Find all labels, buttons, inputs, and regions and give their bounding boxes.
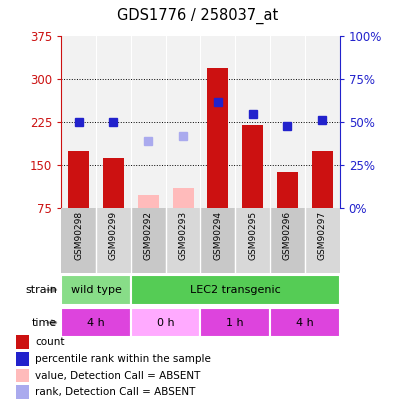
Bar: [96, 208, 131, 273]
Text: value, Detection Call = ABSENT: value, Detection Call = ABSENT: [35, 371, 200, 381]
Text: GSM90293: GSM90293: [179, 211, 188, 260]
Bar: [305, 208, 340, 273]
Bar: [16, 335, 29, 349]
Bar: [200, 308, 270, 337]
Bar: [242, 125, 263, 208]
Bar: [61, 275, 131, 305]
Bar: [131, 308, 200, 337]
Bar: [16, 352, 29, 366]
Bar: [173, 188, 194, 208]
Bar: [131, 208, 166, 273]
Bar: [138, 195, 159, 208]
Text: GSM90299: GSM90299: [109, 211, 118, 260]
Text: GDS1776 / 258037_at: GDS1776 / 258037_at: [117, 8, 278, 24]
Text: GSM90294: GSM90294: [213, 211, 222, 260]
Bar: [235, 208, 270, 273]
Text: count: count: [35, 337, 64, 347]
Text: GSM90296: GSM90296: [283, 211, 292, 260]
Bar: [16, 369, 29, 382]
Text: GSM90295: GSM90295: [248, 211, 257, 260]
Bar: [131, 275, 340, 305]
Text: 0 h: 0 h: [157, 318, 175, 328]
Text: time: time: [32, 318, 57, 328]
Bar: [270, 308, 340, 337]
Text: percentile rank within the sample: percentile rank within the sample: [35, 354, 211, 364]
Bar: [277, 172, 298, 208]
Bar: [103, 158, 124, 208]
Bar: [61, 308, 131, 337]
Text: GSM90292: GSM90292: [144, 211, 153, 260]
Text: 4 h: 4 h: [296, 318, 314, 328]
Text: GSM90298: GSM90298: [74, 211, 83, 260]
Bar: [207, 68, 228, 208]
Text: 1 h: 1 h: [226, 318, 244, 328]
Bar: [166, 208, 200, 273]
Bar: [270, 208, 305, 273]
Text: 4 h: 4 h: [87, 318, 105, 328]
Text: GSM90297: GSM90297: [318, 211, 327, 260]
Text: wild type: wild type: [71, 285, 122, 295]
Bar: [312, 151, 333, 208]
Bar: [16, 386, 29, 399]
Text: strain: strain: [25, 285, 57, 295]
Text: LEC2 transgenic: LEC2 transgenic: [190, 285, 280, 295]
Bar: [200, 208, 235, 273]
Bar: [68, 151, 89, 208]
Bar: [61, 208, 96, 273]
Text: rank, Detection Call = ABSENT: rank, Detection Call = ABSENT: [35, 387, 196, 397]
